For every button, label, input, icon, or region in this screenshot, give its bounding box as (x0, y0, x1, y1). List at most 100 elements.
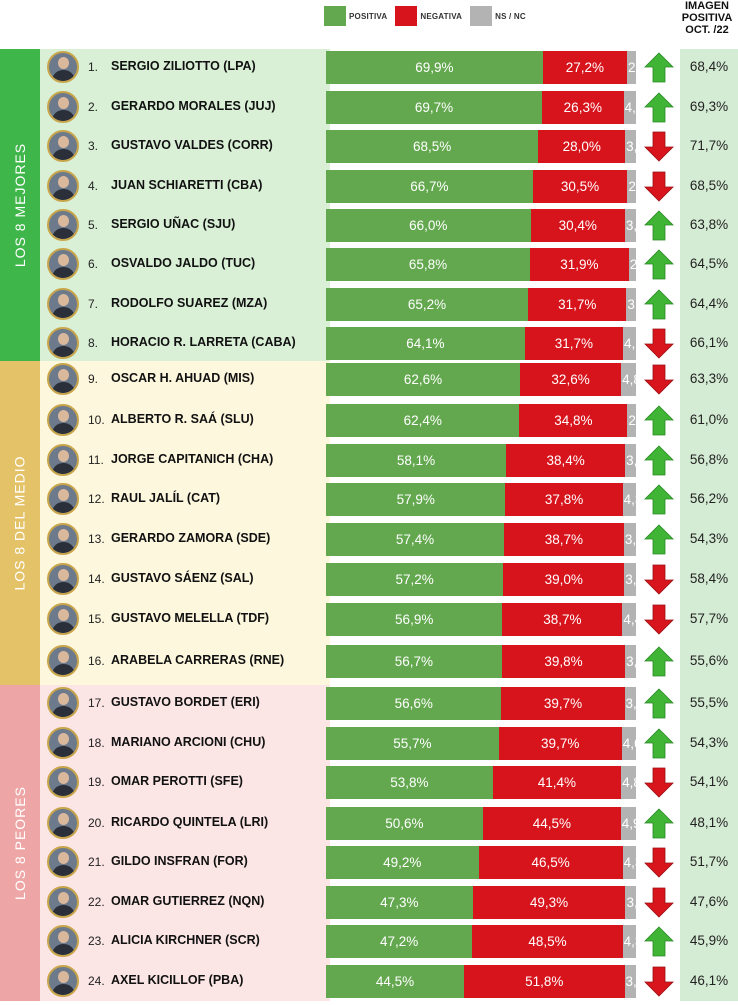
avatar (47, 209, 79, 241)
bar-ns: 4,0 (623, 91, 636, 124)
bar-ns: 3,9 (623, 523, 636, 556)
avatar (47, 603, 79, 635)
imgpos-value: 69,3% (689, 99, 729, 114)
stacked-bar: 69,9%27,2%2,9 (326, 51, 636, 84)
governor-name: RAUL JALÍL (CAT) (111, 491, 221, 505)
avatar (47, 91, 79, 123)
imgpos-value: 63,3% (689, 371, 729, 386)
arrow-up-icon (644, 405, 674, 436)
avatar (47, 363, 79, 395)
bar-negative: 38,7% (502, 603, 623, 636)
rank-label: 16. (88, 654, 105, 668)
governor-name: MARIANO ARCIONI (CHU) (111, 735, 266, 749)
bar-positive: 68,5% (326, 130, 539, 163)
bar-positive: 57,9% (326, 483, 506, 516)
imgpos-value: 56,2% (689, 491, 729, 506)
avatar (47, 965, 79, 997)
bar-positive: 66,0% (326, 209, 531, 242)
bar-positive: 55,7% (326, 727, 499, 760)
imgpos-value: 64,5% (689, 256, 729, 271)
rank-label: 15. (88, 612, 105, 626)
imgpos-header-line1: IMAGEN (685, 0, 729, 12)
group-label-worst: LOS 8 PEORES (12, 786, 28, 900)
imgpos-value: 55,6% (689, 653, 729, 668)
imgpos-value: 66,1% (689, 335, 729, 350)
rank-label: 1. (88, 60, 99, 74)
arrow-up-icon (644, 646, 674, 677)
bar-negative: 46,5% (478, 846, 623, 879)
governor-name: HORACIO R. LARRETA (CABA) (111, 335, 296, 349)
bar-ns: 4,2 (622, 327, 636, 360)
avatar (47, 444, 79, 476)
stacked-bar: 65,2%31,7%3,1 (326, 288, 636, 321)
bar-negative: 34,8% (519, 404, 628, 437)
stacked-bar: 66,7%30,5%2,8 (326, 170, 636, 203)
table-row: 15. GUSTAVO MELELLA (TDF) 56,9%38,7%4,4 57,… (40, 601, 738, 637)
bar-ns: 2,9 (627, 51, 636, 84)
governor-name: JUAN SCHIARETTI (CBA) (111, 178, 263, 192)
bar-negative: 31,9% (529, 248, 629, 281)
avatar (47, 807, 79, 839)
stacked-bar: 65,8%31,9%2,3 (326, 248, 636, 281)
rank-label: 2. (88, 100, 99, 114)
bar-negative: 30,4% (530, 209, 625, 242)
governor-name: OSCAR H. AHUAD (MIS) (111, 371, 255, 385)
stacked-bar: 58,1%38,4%3,5 (326, 444, 636, 477)
stacked-bar: 53,8%41,4%4,8 (326, 766, 636, 799)
arrow-down-icon (644, 364, 674, 395)
arrow-down-icon (644, 131, 674, 162)
bar-negative: 32,6% (520, 363, 622, 396)
bar-positive: 62,4% (326, 404, 520, 437)
avatar (47, 130, 79, 162)
bar-ns: 3,7 (624, 687, 636, 720)
avatar (47, 766, 79, 798)
bar-positive: 58,1% (326, 444, 507, 477)
bar-ns: 3,5 (625, 130, 636, 163)
bar-positive: 69,7% (326, 91, 543, 124)
table-row: 2. GERARDO MORALES (JUJ) 69,7%26,3%4,0 69,3… (40, 89, 738, 125)
rank-label: 5. (88, 218, 99, 232)
rank-label: 10. (88, 413, 105, 427)
bar-positive: 56,6% (326, 687, 502, 720)
rank-label: 21. (88, 855, 105, 869)
avatar (47, 925, 79, 957)
imgpos-value: 58,4% (689, 571, 729, 586)
bar-positive: 65,8% (326, 248, 530, 281)
bar-ns: 4,8 (621, 766, 636, 799)
imgpos-value: 68,4% (689, 59, 729, 74)
rank-label: 22. (88, 895, 105, 909)
bar-ns: 4,3 (622, 483, 636, 516)
rank-label: 8. (88, 336, 99, 350)
imgpos-value: 61,0% (689, 412, 729, 427)
bar-negative: 39,0% (503, 563, 625, 596)
bar-ns: 3,8 (624, 563, 636, 596)
bar-positive: 66,7% (326, 170, 533, 203)
group-label-best: LOS 8 MEJORES (12, 142, 29, 268)
bar-negative: 27,2% (542, 51, 627, 84)
rank-label: 9. (88, 372, 99, 386)
avatar (47, 563, 79, 595)
imgpos-value: 71,7% (689, 138, 729, 153)
table-row: 11. JORGE CAPITANICH (CHA) 58,1%38,4%3,5 56… (40, 442, 738, 478)
bar-ns: 4,8 (621, 363, 636, 396)
bar-positive: 49,2% (326, 846, 479, 879)
rank-label: 11. (88, 453, 104, 467)
avatar (47, 404, 79, 436)
imgpos-header-line2: POSITIVA (681, 12, 733, 24)
table-row: 10. ALBERTO R. SAÁ (SLU) 62,4%34,8%2,8 61,0… (40, 402, 738, 438)
stacked-bar: 49,2%46,5%4,3 (326, 846, 636, 879)
arrow-down-icon (644, 767, 674, 798)
bar-negative: 31,7% (524, 327, 623, 360)
bar-negative: 39,7% (498, 727, 622, 760)
governor-name: GERARDO MORALES (JUJ) (111, 99, 276, 113)
bar-positive: 50,6% (326, 807, 483, 840)
governor-name: ALICIA KIRCHNER (SCR) (111, 933, 260, 947)
bar-ns: 3,1 (626, 288, 636, 321)
legend-ns-swatch (470, 6, 493, 26)
avatar (47, 170, 79, 202)
imgpos-value: 48,1% (689, 815, 729, 830)
governor-name: GERARDO ZAMORA (SDE) (111, 531, 271, 545)
imgpos-value: 46,1% (689, 973, 729, 988)
legend-negative-label: NEGATIVA (420, 11, 463, 21)
table-row: 1. SERGIO ZILIOTTO (LPA) 69,9%27,2%2,9 68,4… (40, 49, 738, 85)
